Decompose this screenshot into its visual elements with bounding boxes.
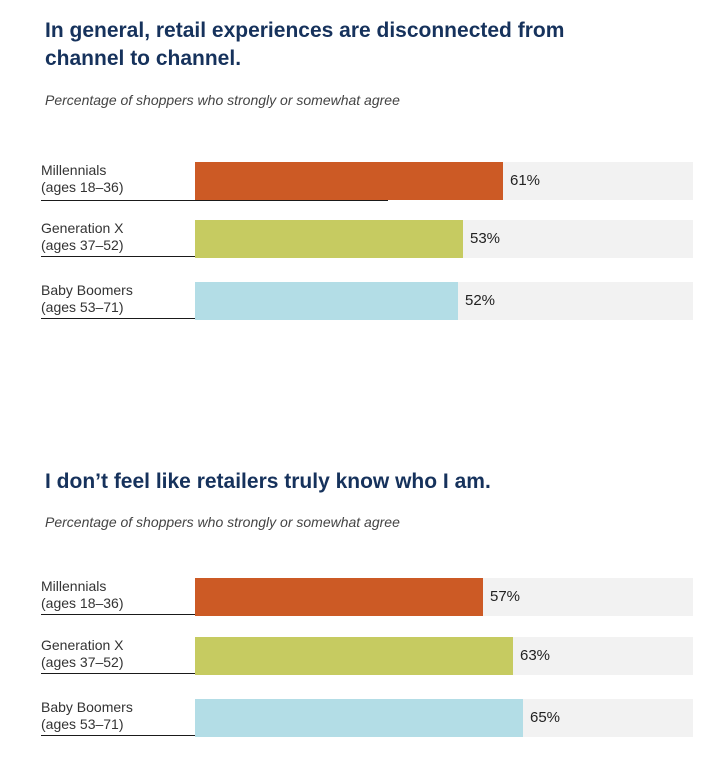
chart-title: I don’t feel like retailers truly know w… (45, 470, 491, 493)
bar-row-generation-x: Generation X (ages 37–52) 63% (0, 637, 720, 677)
label-underline (41, 735, 195, 736)
category-name: Baby Boomers (41, 699, 133, 715)
bar-row-generation-x: Generation X (ages 37–52) 53% (0, 220, 720, 260)
category-label: Generation X (ages 37–52) (41, 637, 195, 671)
category-ages: (ages 18–36) (41, 179, 124, 195)
value-label-millennials: 61% (510, 172, 541, 189)
bar-row-millennials: Millennials (ages 18–36) 61% (0, 162, 720, 202)
bar-millennials (195, 162, 503, 200)
label-underline (41, 614, 195, 615)
label-underline (41, 256, 195, 257)
category-ages: (ages 37–52) (41, 654, 124, 670)
category-ages: (ages 53–71) (41, 716, 124, 732)
category-ages: (ages 53–71) (41, 299, 124, 315)
category-ages: (ages 18–36) (41, 595, 124, 611)
bar-row-baby-boomers: Baby Boomers (ages 53–71) 65% (0, 699, 720, 739)
value-label-generation-x: 63% (520, 647, 551, 664)
category-label: Baby Boomers (ages 53–71) (41, 282, 195, 316)
bar-baby-boomers (195, 699, 523, 737)
category-label: Baby Boomers (ages 53–71) (41, 699, 195, 733)
category-name: Millennials (41, 162, 107, 178)
category-name: Generation X (41, 220, 124, 236)
label-underline (41, 200, 388, 201)
value-label-millennials: 57% (490, 588, 521, 605)
label-underline (41, 673, 195, 674)
category-name: Baby Boomers (41, 282, 133, 298)
value-label-baby-boomers: 65% (530, 709, 561, 726)
category-ages: (ages 37–52) (41, 237, 124, 253)
bar-millennials (195, 578, 483, 616)
label-underline (41, 318, 195, 319)
category-name: Generation X (41, 637, 124, 653)
chart-subtitle: Percentage of shoppers who strongly or s… (45, 92, 400, 108)
bar-generation-x (195, 637, 513, 675)
value-label-generation-x: 53% (470, 230, 501, 247)
chart-title: In general, retail experiences are disco… (45, 19, 565, 70)
bar-row-baby-boomers: Baby Boomers (ages 53–71) 52% (0, 282, 720, 322)
value-label-baby-boomers: 52% (465, 292, 496, 309)
bar-row-millennials: Millennials (ages 18–36) 57% (0, 578, 720, 618)
chart-subtitle: Percentage of shoppers who strongly or s… (45, 514, 400, 530)
category-label: Millennials (ages 18–36) (41, 578, 195, 612)
category-label: Generation X (ages 37–52) (41, 220, 195, 254)
category-label: Millennials (ages 18–36) (41, 162, 195, 196)
bar-generation-x (195, 220, 463, 258)
bar-baby-boomers (195, 282, 458, 320)
category-name: Millennials (41, 578, 107, 594)
